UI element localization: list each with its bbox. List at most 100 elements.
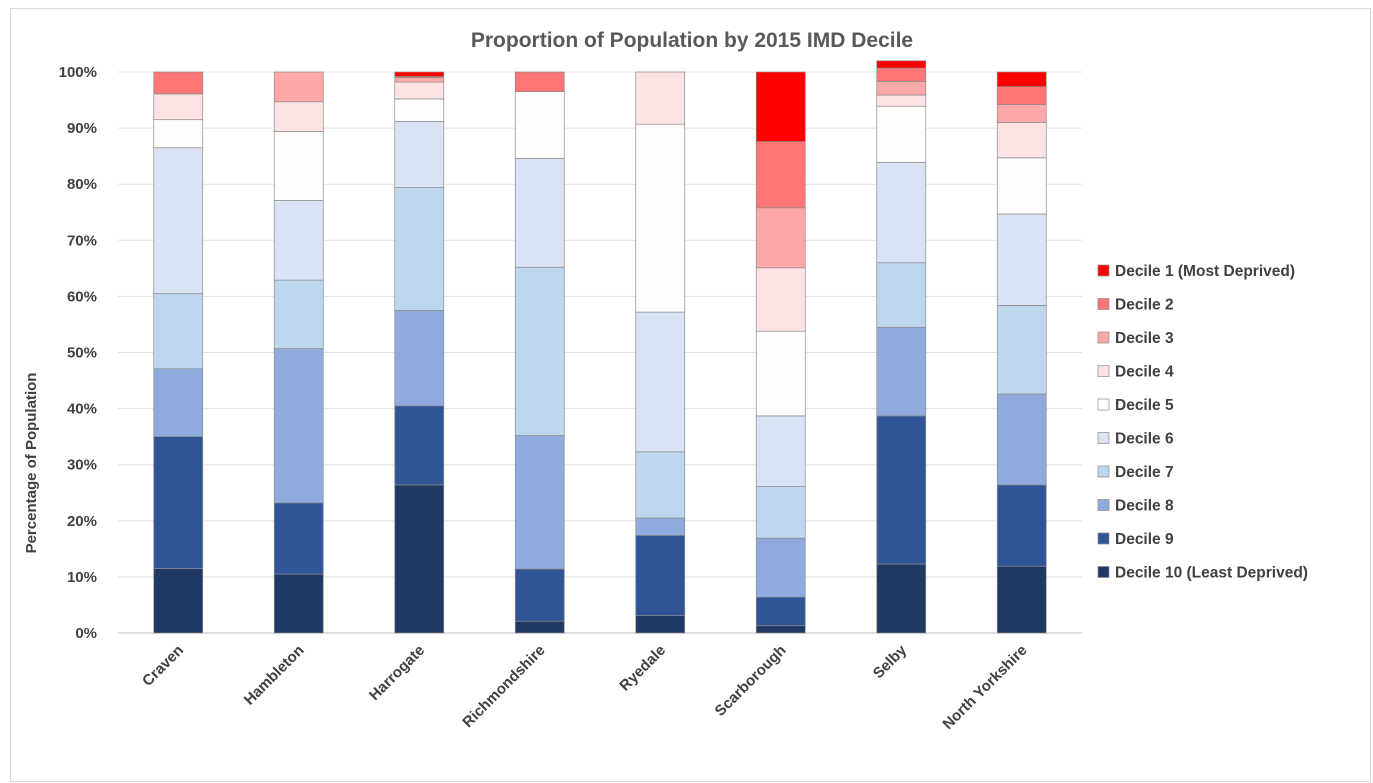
legend-label: Decile 7	[1115, 464, 1174, 481]
bar-segment	[273, 348, 324, 504]
y-tick-label: 0%	[75, 625, 97, 642]
y-axis-label: Percentage of Population	[23, 373, 40, 554]
legend-label: Decile 4	[1115, 364, 1174, 381]
legend-swatch	[1097, 331, 1110, 344]
legend: Decile 1 (Most Deprived) Decile 2 Decile 3…	[1097, 263, 1308, 582]
bar-segment	[273, 502, 324, 575]
bar-segment	[273, 131, 324, 201]
y-tick-label: 30%	[67, 457, 97, 474]
chart-title: Proportion of Population by 2015 IMD Dec…	[471, 29, 913, 52]
bar-segment	[996, 305, 1047, 395]
legend-swatch	[1097, 499, 1110, 511]
bar-segment	[514, 91, 565, 159]
legend-label: Decile 8	[1115, 498, 1174, 515]
gridlines	[118, 71, 1082, 634]
bar-segment	[273, 279, 324, 349]
y-tick-label: 50%	[67, 345, 97, 362]
y-tick-label: 70%	[67, 232, 97, 249]
bar-segment	[996, 213, 1047, 306]
bar-segment	[755, 267, 806, 332]
legend-swatch	[1097, 532, 1110, 545]
y-tick-label: 40%	[67, 401, 97, 418]
bar-segment	[876, 105, 927, 163]
legend-swatch	[1097, 566, 1110, 578]
y-axis-ticks: 0% 10% 20% 30% 40% 50% 60% 70% 80% 90% 100%	[59, 64, 97, 642]
y-tick-label: 20%	[67, 513, 97, 530]
bar-segment	[394, 121, 445, 188]
bar-segment	[635, 615, 686, 634]
bar-segment	[514, 435, 565, 570]
bar-segment	[635, 311, 686, 453]
bar-segment	[514, 266, 565, 436]
bar-segment	[635, 535, 686, 616]
bar-segment	[876, 60, 927, 69]
bar-segment	[394, 405, 445, 486]
legend-label: Decile 10 (Least Deprived)	[1115, 565, 1308, 582]
bar-segment	[394, 71, 445, 77]
bar-segment	[996, 122, 1047, 159]
bar-segment	[394, 310, 445, 407]
x-tick-label: Ryedale	[616, 642, 669, 695]
bar-segment	[876, 563, 927, 634]
bar-segment	[394, 187, 445, 311]
legend-swatch	[1097, 432, 1110, 444]
bar-segment	[153, 568, 204, 634]
x-tick-label: Richmondshire	[459, 642, 548, 731]
bar-segment	[996, 86, 1047, 105]
legend-swatch	[1097, 298, 1110, 310]
x-axis-ticks: Craven Hambleton Harrogate Richmondshire Rye…	[139, 641, 1030, 733]
bar-segment	[755, 415, 806, 487]
legend-label: Decile 3	[1115, 330, 1174, 347]
bar-segment	[153, 368, 204, 438]
bar-segment	[996, 393, 1047, 486]
bar-segment	[996, 104, 1047, 123]
bar-segment	[273, 71, 324, 103]
bar-segment	[514, 71, 565, 92]
legend-label: Decile 5	[1115, 397, 1174, 414]
bar-segment	[273, 200, 324, 281]
bar-segment	[996, 71, 1047, 87]
x-tick-label: Scarborough	[712, 642, 790, 720]
bar-segment	[876, 81, 927, 96]
x-tick-label: Craven	[139, 642, 187, 690]
y-tick-label: 10%	[67, 569, 97, 586]
bar-segment	[996, 565, 1047, 634]
bar-segment	[153, 71, 204, 95]
y-tick-label: 100%	[59, 64, 97, 81]
legend-swatch	[1097, 365, 1110, 377]
bar-segment	[153, 93, 204, 121]
legend-label: Decile 1 (Most Deprived)	[1115, 263, 1295, 280]
y-tick-label: 60%	[67, 288, 97, 305]
legend-swatch	[1097, 264, 1110, 277]
bar-segment	[996, 157, 1047, 215]
legend-label: Decile 6	[1115, 431, 1174, 448]
legend-swatch	[1097, 398, 1110, 411]
bar-segment	[996, 484, 1047, 567]
bar-segment	[635, 451, 686, 519]
bar-segment	[514, 568, 565, 622]
bar-segment	[755, 141, 806, 209]
bar-segment	[755, 207, 806, 269]
bar-segment	[153, 293, 204, 370]
bar-segment	[394, 81, 445, 100]
legend-swatch	[1097, 465, 1110, 478]
bar-segment	[514, 620, 565, 634]
bar-segment	[153, 119, 204, 149]
bar-segment	[635, 71, 686, 125]
bar-segment	[153, 147, 204, 294]
bar-segment	[635, 517, 686, 536]
x-tick-label: North Yorkshire	[939, 642, 1030, 733]
bar-segment	[876, 326, 927, 417]
bar-segment	[273, 573, 324, 634]
bar-segment	[755, 330, 806, 417]
y-tick-label: 90%	[67, 120, 97, 137]
x-tick-label: Harrogate	[366, 642, 428, 704]
bar-segment	[514, 158, 565, 268]
bar-segment	[394, 77, 445, 83]
bar-segment	[876, 161, 927, 264]
x-tick-label: Hambleton	[241, 642, 308, 709]
bar-segment	[755, 486, 806, 539]
bar-segment	[394, 98, 445, 122]
bars	[153, 60, 1047, 634]
x-tick-label: Selby	[870, 641, 911, 682]
